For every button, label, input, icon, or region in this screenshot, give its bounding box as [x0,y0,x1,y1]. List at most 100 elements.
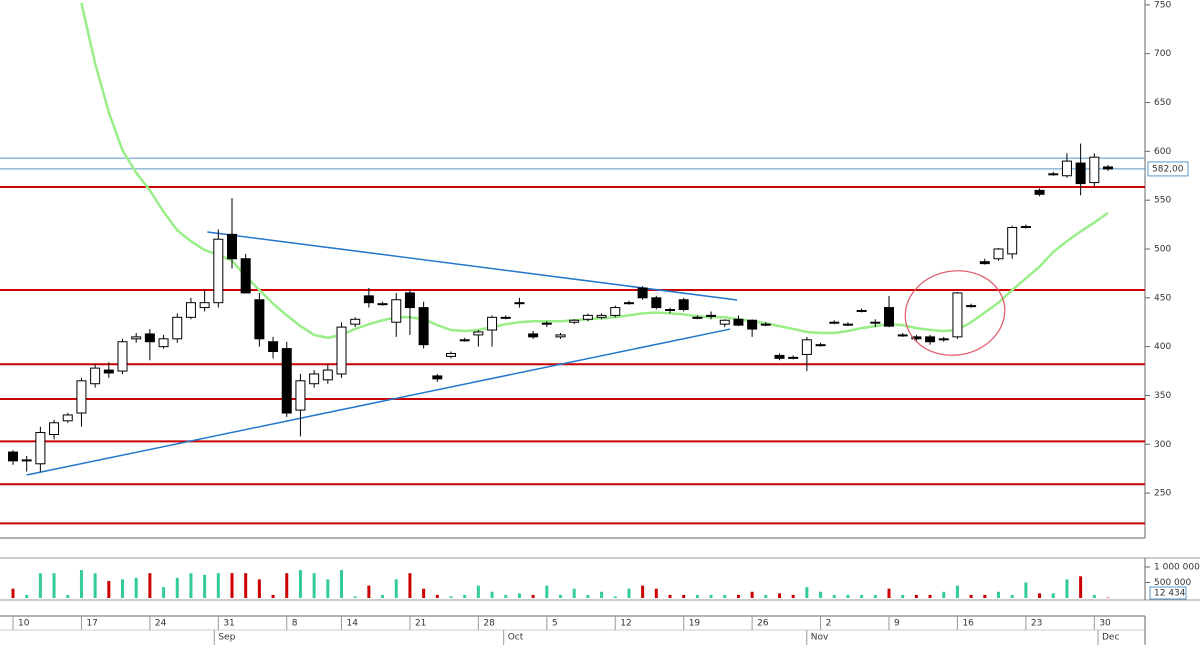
volume-bar [271,594,275,598]
candle-body [966,305,977,308]
trendline [26,328,731,476]
y-tick-label: 500 [1154,244,1171,254]
volume-bar [285,573,289,598]
candle-body [1048,173,1059,176]
x-tick-label: 19 [689,619,701,629]
x-tick-label: 21 [415,619,426,629]
candle-body [117,341,128,372]
volume-bar [955,585,959,598]
candle-body [473,331,484,336]
candle-body [925,336,936,343]
candle-body [952,292,963,338]
month-label: Nov [811,633,829,643]
volume-bar [997,591,1000,598]
candle-body [76,380,87,414]
candle-body [404,292,415,309]
candle-body [227,233,237,260]
candle-body [692,316,703,319]
candle-body [35,432,46,465]
volume-bar [148,573,152,598]
candle-body [103,369,114,374]
volume-bar [162,587,166,598]
candle-body [391,299,402,323]
x-tick-label: 24 [155,619,167,629]
candle-body [446,352,456,357]
y-tick-label: 650 [1154,98,1171,108]
volume-bar [1038,593,1042,598]
candle-body [1020,226,1031,229]
volume-bar [778,593,781,598]
candle-body [747,319,758,330]
candle-body [1007,227,1018,255]
volume-bar [1079,576,1083,598]
candle-body [610,307,621,316]
candle-body [172,316,183,340]
volume-bar [134,577,138,598]
candle-body [993,248,1004,260]
last-price-label: 582,00 [1152,164,1184,174]
candle-body [432,375,443,380]
candle-body [651,297,662,309]
volume-bar [668,594,672,598]
volume-bar [367,585,371,598]
volume-bar [819,591,823,598]
candle-body [131,336,142,340]
volume-bar [1065,579,1069,598]
volume-bar [764,594,768,598]
volume-bar [887,588,891,598]
x-tick-label: 17 [86,619,97,629]
candle-body [1089,156,1100,184]
trendline [207,231,738,301]
volume-bar [121,579,124,598]
volume-bar [545,585,549,598]
volume-bar [449,596,453,598]
y-tick-label: 700 [1154,49,1171,59]
candle-body [637,287,648,299]
candle-body [815,344,826,347]
candle-body [199,302,210,309]
volume-bar [298,570,302,598]
candle-body [842,323,853,326]
volume-bar [408,573,412,598]
volume-bar [1010,594,1014,598]
x-tick-label: 12 [620,619,631,629]
candle-body [309,373,320,385]
candle-body [569,319,580,323]
month-label: Sep [218,633,235,643]
volume-bar [244,573,248,598]
volume-bar [504,594,508,598]
volume-bar [559,594,562,598]
volume-bar [216,573,220,598]
candle-body [363,295,374,304]
volume-bar [586,594,590,598]
volume-bar [353,596,357,598]
volume-bar [627,588,631,598]
volume-bar [682,594,686,598]
volume-bar [695,594,699,598]
volume-bar [422,588,426,598]
volume-bar [1024,582,1028,598]
candle-body [788,356,799,359]
candle-body [350,318,361,325]
candle-body [829,321,840,324]
volume-bar [1092,594,1096,598]
candle-body [500,316,511,319]
volume-bar [230,573,234,598]
volume-bar [914,594,918,598]
volume-bar [805,587,809,598]
candle-body [979,261,990,265]
x-tick-label: 30 [1099,619,1111,629]
candle-body [1034,189,1045,195]
candle-body [884,307,894,327]
candle-body [158,338,169,348]
candle-body [555,334,566,338]
candle-body [774,354,785,359]
candle-body [760,323,771,326]
candle-body [336,326,347,375]
candle-body [719,319,730,325]
candle-body [514,302,525,305]
volume-bar [463,594,467,598]
candle-body [1103,166,1113,170]
x-tick-label: 14 [347,619,359,629]
